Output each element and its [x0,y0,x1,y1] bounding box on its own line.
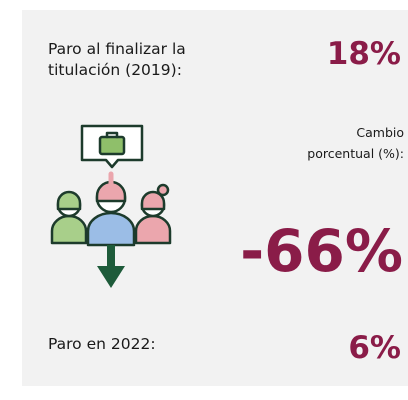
change-label-line: porcentual (%): [307,146,404,161]
panel-background [22,10,408,386]
start-value: 18% [327,36,401,72]
down-arrow [97,245,125,288]
end-value: 6% [348,330,401,366]
change-label-line: Cambio [356,125,404,140]
start-label-line: Paro al finalizar la [48,40,186,58]
start-label-line: titulación (2019): [48,61,182,79]
people-icon [50,124,172,247]
change-value: -66% [240,217,403,285]
end-label: Paro en 2022: [48,335,156,353]
